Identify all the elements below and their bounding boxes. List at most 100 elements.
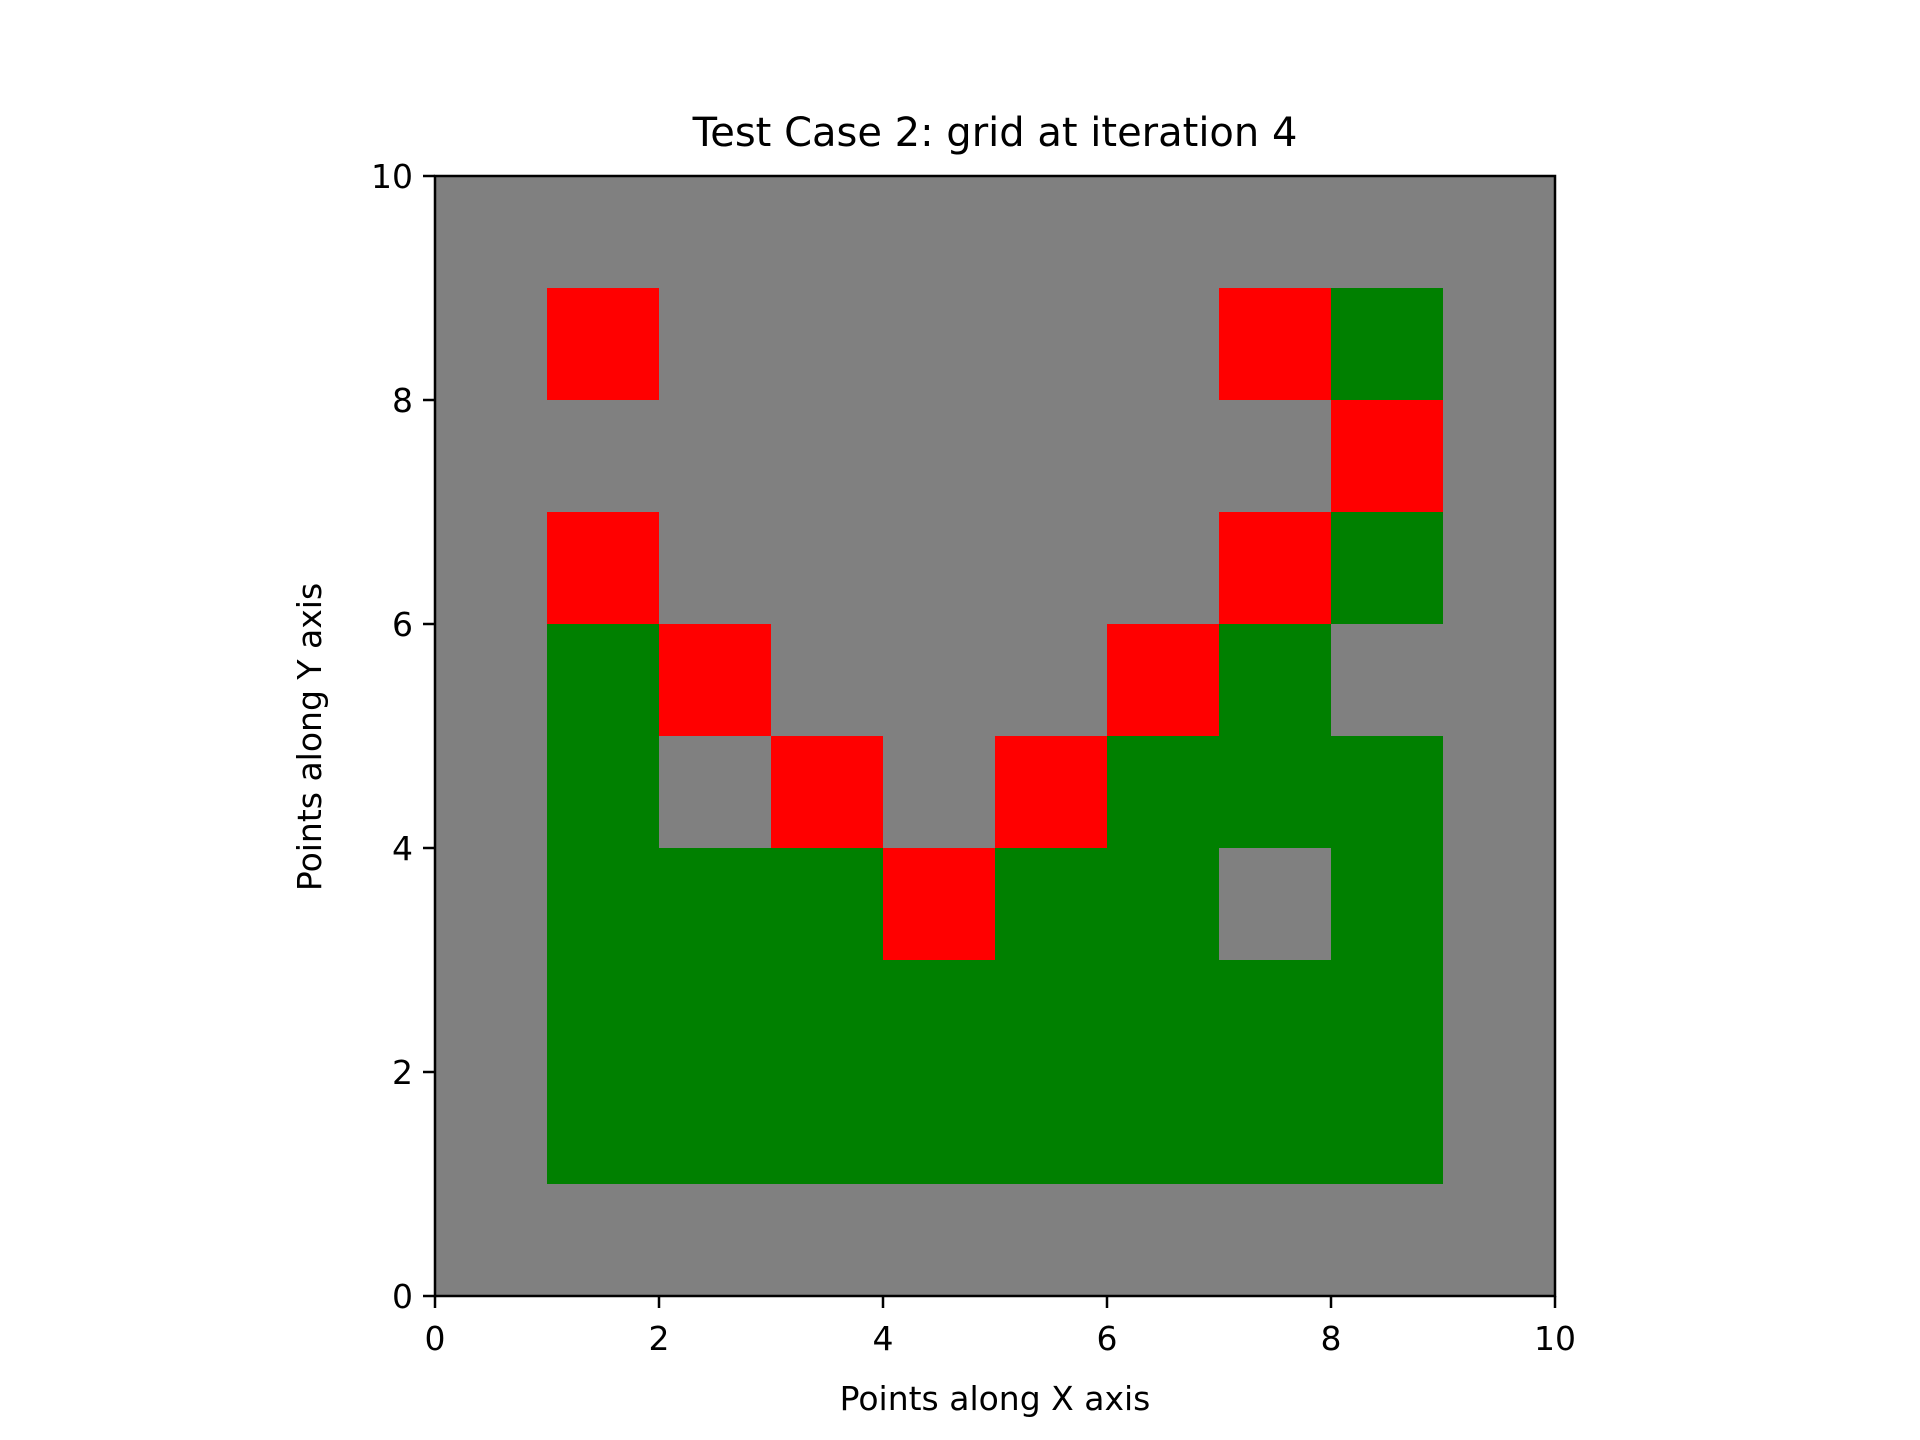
y-tick-label: 6 bbox=[392, 605, 413, 644]
heatmap-cell bbox=[771, 736, 884, 849]
heatmap-cell bbox=[1219, 624, 1332, 737]
heatmap-cell bbox=[1443, 736, 1556, 849]
heatmap-cell bbox=[883, 736, 996, 849]
chart-title: Test Case 2: grid at iteration 4 bbox=[692, 110, 1298, 156]
heatmap-cell bbox=[995, 176, 1108, 289]
heatmap-cell bbox=[659, 848, 772, 961]
heatmap-cell bbox=[435, 960, 548, 1073]
heatmap-cell bbox=[1331, 176, 1444, 289]
heatmap-cell bbox=[1107, 400, 1220, 513]
heatmap-cell bbox=[659, 176, 772, 289]
heatmap-cell bbox=[547, 512, 660, 625]
x-tick-label: 2 bbox=[649, 1319, 670, 1358]
heatmap-cell bbox=[659, 512, 772, 625]
heatmap-cell bbox=[1107, 960, 1220, 1073]
heatmap-cell bbox=[659, 1184, 772, 1297]
heatmap-cell bbox=[547, 176, 660, 289]
heatmap-cell bbox=[659, 960, 772, 1073]
heatmap-cell bbox=[1219, 1072, 1332, 1185]
heatmap-cell bbox=[1331, 1072, 1444, 1185]
heatmap-cell bbox=[547, 1184, 660, 1297]
heatmap-cell bbox=[1331, 736, 1444, 849]
heatmap-cell bbox=[771, 1184, 884, 1297]
y-tick-label: 0 bbox=[392, 1277, 413, 1316]
heatmap-cell bbox=[435, 1184, 548, 1297]
x-tick-label: 0 bbox=[425, 1319, 446, 1358]
heatmap-cell bbox=[771, 624, 884, 737]
heatmap-cell bbox=[435, 736, 548, 849]
heatmap-cell bbox=[883, 1072, 996, 1185]
heatmap-cell bbox=[995, 624, 1108, 737]
heatmap-cell bbox=[883, 400, 996, 513]
heatmap-cell bbox=[771, 176, 884, 289]
heatmap-cell bbox=[435, 400, 548, 513]
heatmap-cell bbox=[547, 1072, 660, 1185]
heatmap-cell bbox=[547, 848, 660, 961]
x-axis-label: Points along X axis bbox=[840, 1379, 1151, 1418]
heatmap-cell bbox=[1331, 624, 1444, 737]
heatmap-cell bbox=[883, 288, 996, 401]
heatmap-cell bbox=[1107, 288, 1220, 401]
heatmap-cell bbox=[1107, 624, 1220, 737]
heatmap-cell bbox=[1107, 176, 1220, 289]
heatmap-cell bbox=[547, 736, 660, 849]
heatmap-cell bbox=[1331, 1184, 1444, 1297]
heatmap-cell bbox=[771, 400, 884, 513]
heatmap-cell bbox=[1443, 1184, 1556, 1297]
heatmap-cell bbox=[547, 400, 660, 513]
x-tick-label: 10 bbox=[1534, 1319, 1576, 1358]
heatmap-cell bbox=[659, 288, 772, 401]
heatmap-cells bbox=[435, 176, 1556, 1297]
heatmap-cell bbox=[1219, 400, 1332, 513]
y-tick-label: 8 bbox=[392, 381, 413, 420]
heatmap-cell bbox=[995, 736, 1108, 849]
y-axis-ticks: 0 2 4 6 8 10 bbox=[371, 157, 435, 1316]
heatmap-cell bbox=[1331, 848, 1444, 961]
heatmap-cell bbox=[995, 848, 1108, 961]
heatmap-cell bbox=[1219, 848, 1332, 961]
heatmap-cell bbox=[771, 1072, 884, 1185]
heatmap-cell bbox=[1331, 960, 1444, 1073]
heatmap-cell bbox=[1443, 624, 1556, 737]
heatmap-cell bbox=[995, 960, 1108, 1073]
heatmap-cell bbox=[547, 288, 660, 401]
heatmap-cell bbox=[435, 848, 548, 961]
heatmap-cell bbox=[659, 1072, 772, 1185]
heatmap-cell bbox=[1219, 288, 1332, 401]
y-tick-label: 2 bbox=[392, 1053, 413, 1092]
heatmap-cell bbox=[547, 624, 660, 737]
heatmap-cell bbox=[995, 512, 1108, 625]
heatmap-cell bbox=[995, 1072, 1108, 1185]
heatmap-cell bbox=[1443, 512, 1556, 625]
heatmap-cell bbox=[1107, 1184, 1220, 1297]
heatmap-cell bbox=[1443, 848, 1556, 961]
heatmap-cell bbox=[883, 1184, 996, 1297]
heatmap-cell bbox=[1107, 1072, 1220, 1185]
heatmap-cell bbox=[1219, 960, 1332, 1073]
heatmap-cell bbox=[1219, 1184, 1332, 1297]
heatmap-cell bbox=[435, 1072, 548, 1185]
heatmap-cell bbox=[1443, 288, 1556, 401]
heatmap-cell bbox=[435, 624, 548, 737]
heatmap-cell bbox=[435, 288, 548, 401]
heatmap-cell bbox=[1443, 1072, 1556, 1185]
heatmap-cell bbox=[883, 512, 996, 625]
heatmap-cell bbox=[435, 512, 548, 625]
heatmap-cell bbox=[659, 400, 772, 513]
heatmap-cell bbox=[659, 624, 772, 737]
heatmap-cell bbox=[995, 400, 1108, 513]
heatmap-cell bbox=[995, 288, 1108, 401]
heatmap-cell bbox=[1443, 176, 1556, 289]
y-tick-label: 10 bbox=[371, 157, 413, 196]
plot-frame bbox=[433, 174, 1557, 1298]
heatmap-cell bbox=[771, 288, 884, 401]
heatmap-cell bbox=[1331, 512, 1444, 625]
heatmap-cell bbox=[659, 736, 772, 849]
heatmap-cell bbox=[883, 176, 996, 289]
heatmap-cell bbox=[1219, 736, 1332, 849]
x-tick-label: 4 bbox=[873, 1319, 894, 1358]
heatmap-cell bbox=[883, 960, 996, 1073]
heatmap-cell bbox=[883, 848, 996, 961]
heatmap-cell bbox=[1219, 176, 1332, 289]
